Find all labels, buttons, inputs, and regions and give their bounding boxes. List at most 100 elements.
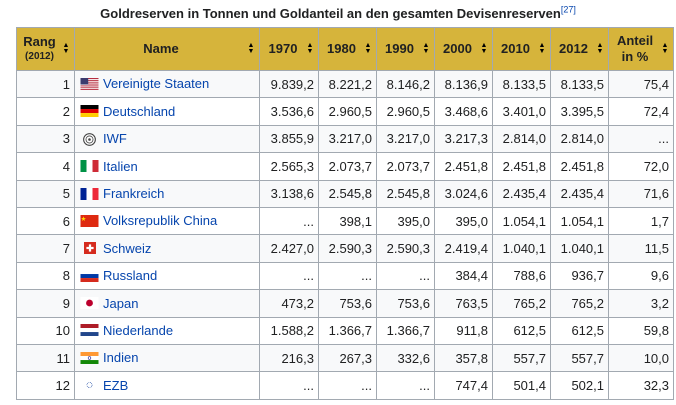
imf-logo-icon (79, 132, 100, 147)
rank-cell: 2 (16, 97, 75, 126)
italy-flag-icon (79, 160, 100, 174)
name-cell: Indien (74, 343, 260, 373)
reserve-cell-1990: 395,0 (376, 206, 435, 236)
share-cell: 71,6 (608, 179, 674, 208)
reserve-cell-2012: 502,1 (550, 371, 609, 400)
country-link[interactable]: Indien (103, 350, 139, 366)
country-link[interactable]: Vereinigte Staaten (103, 76, 210, 92)
column-header-label: Name (143, 41, 179, 56)
reference-link[interactable]: [27] (560, 4, 576, 15)
india-flag-icon (79, 351, 100, 366)
reserve-cell-2000: 2.451,8 (434, 152, 493, 181)
sort-arrows-icon[interactable]: ▲ ▼ (62, 42, 70, 55)
china-flag-icon (79, 214, 100, 229)
column-header-0[interactable]: Rang (2012) ▲ ▼ (16, 27, 75, 71)
share-cell: 11,5 (608, 234, 674, 263)
reserve-cell-1970: ... (259, 261, 319, 291)
reserve-cell-1970: 2.427,0 (259, 234, 319, 263)
reserve-cell-1970: 473,2 (259, 289, 319, 318)
reserve-cell-2000: 763,5 (434, 289, 493, 318)
reserve-cell-1980: 398,1 (318, 206, 377, 236)
share-cell: 10,0 (608, 343, 674, 373)
column-header-3[interactable]: 1980 ▲ ▼ (318, 27, 377, 71)
name-cell: Frankreich (74, 179, 260, 208)
germany-flag-icon (79, 105, 100, 119)
rank-cell: 12 (16, 371, 75, 400)
column-header-label: 2000 (443, 41, 472, 56)
gold-reserves-table: Rang (2012) ▲ ▼ Name ▲ ▼ 1970 ▲ ▼ 1980 ▲ ▼ 1990 ▲ ▼ 2000… (16, 27, 674, 400)
table-caption: Goldreserven in Tonnen und Goldanteil an… (0, 0, 676, 22)
country-link[interactable]: Frankreich (103, 185, 165, 201)
column-header-5[interactable]: 2000 ▲ ▼ (434, 27, 493, 71)
reserve-cell-1980: 753,6 (318, 289, 377, 318)
reserve-cell-2012: 612,5 (550, 316, 609, 345)
country-link[interactable]: Niederlande (103, 322, 174, 338)
reserve-cell-2012: 557,7 (550, 343, 609, 373)
reserve-cell-2012: 2.814,0 (550, 124, 609, 154)
country-link[interactable]: Russland (103, 268, 158, 284)
share-cell: 75,4 (608, 69, 674, 99)
reserve-cell-1990: ... (376, 371, 435, 400)
name-cell: Schweiz (74, 234, 260, 263)
column-header-1[interactable]: Name ▲ ▼ (74, 27, 260, 71)
rank-cell: 5 (16, 179, 75, 208)
column-header-7[interactable]: 2012 ▲ ▼ (550, 27, 609, 71)
reserve-cell-2012: 2.451,8 (550, 152, 609, 181)
table-row: 8 Russland......... 384,4 788,6 936,7 9,6 (16, 261, 674, 291)
rank-cell: 6 (16, 206, 75, 236)
country-link[interactable]: Schweiz (103, 240, 152, 256)
table-row: 4 Italien 2.565,3 2.073,7 2.073,7 2.451,8 2.45… (16, 152, 674, 181)
country-link[interactable]: Italien (103, 158, 138, 174)
sort-arrows-icon[interactable]: ▲ ▼ (596, 42, 604, 55)
reserve-cell-2010: 765,2 (492, 289, 551, 318)
reserve-cell-1990: 2.073,7 (376, 152, 435, 181)
share-cell: 72,0 (608, 152, 674, 181)
reserve-cell-1980: 8.221,2 (318, 69, 377, 99)
country-link[interactable]: Volksrepublik China (103, 213, 218, 229)
sort-arrows-icon[interactable]: ▲ ▼ (306, 42, 314, 55)
name-cell: Vereinigte Staaten (74, 69, 260, 99)
russia-flag-icon (79, 269, 100, 284)
country-link[interactable]: Deutschland (103, 103, 176, 119)
country-link[interactable]: IWF (103, 131, 127, 147)
sort-arrows-icon[interactable]: ▲ ▼ (661, 42, 669, 55)
reserve-cell-2010: 612,5 (492, 316, 551, 345)
column-header-label: Rang (23, 34, 56, 49)
reserve-cell-1970: ... (259, 206, 319, 236)
reserve-cell-2000: 384,4 (434, 261, 493, 291)
reserve-cell-2012: 8.133,5 (550, 69, 609, 99)
sort-arrows-icon[interactable]: ▲ ▼ (538, 42, 546, 55)
reserve-cell-2010: 788,6 (492, 261, 551, 291)
name-cell: Deutschland (74, 97, 260, 126)
sort-arrows-icon[interactable]: ▲ ▼ (247, 42, 255, 55)
name-cell: Russland (74, 261, 260, 291)
share-cell: ... (608, 124, 674, 154)
reserve-cell-2012: 3.395,5 (550, 97, 609, 126)
name-cell: Volksrepublik China (74, 206, 260, 236)
country-link[interactable]: Japan (103, 295, 139, 311)
reserve-cell-1980: 2.590,3 (318, 234, 377, 263)
table-row: 3 IWF 3.855,9 3.217,0 3.217,0 3.217,3 2.814,0 2… (16, 124, 674, 154)
rank-cell: 4 (16, 152, 75, 181)
reserve-cell-2000: 2.419,4 (434, 234, 493, 263)
switzerland-flag-icon (79, 242, 100, 256)
reserve-cell-1980: 267,3 (318, 343, 377, 373)
country-link[interactable]: EZB (103, 377, 129, 393)
reserve-cell-2010: 3.401,0 (492, 97, 551, 126)
sort-arrows-icon[interactable]: ▲ ▼ (480, 42, 488, 55)
column-header-6[interactable]: 2010 ▲ ▼ (492, 27, 551, 71)
reserve-cell-1980: 2.545,8 (318, 179, 377, 208)
name-cell: Niederlande (74, 316, 260, 345)
column-header-8[interactable]: Anteil in % ▲ ▼ (608, 27, 674, 71)
share-cell: 59,8 (608, 316, 674, 345)
column-header-4[interactable]: 1990 ▲ ▼ (376, 27, 435, 71)
share-cell: 1,7 (608, 206, 674, 236)
reserve-cell-1990: 3.217,0 (376, 124, 435, 154)
table-row: 7 Schweiz 2.427,0 2.590,3 2.590,3 2.419,4 1.04… (16, 234, 674, 263)
sort-arrows-icon[interactable]: ▲ ▼ (364, 42, 372, 55)
column-header-2[interactable]: 1970 ▲ ▼ (259, 27, 319, 71)
reserve-cell-1990: 2.590,3 (376, 234, 435, 263)
rank-cell: 3 (16, 124, 75, 154)
sort-arrows-icon[interactable]: ▲ ▼ (422, 42, 430, 55)
reserve-cell-2000: 395,0 (434, 206, 493, 236)
